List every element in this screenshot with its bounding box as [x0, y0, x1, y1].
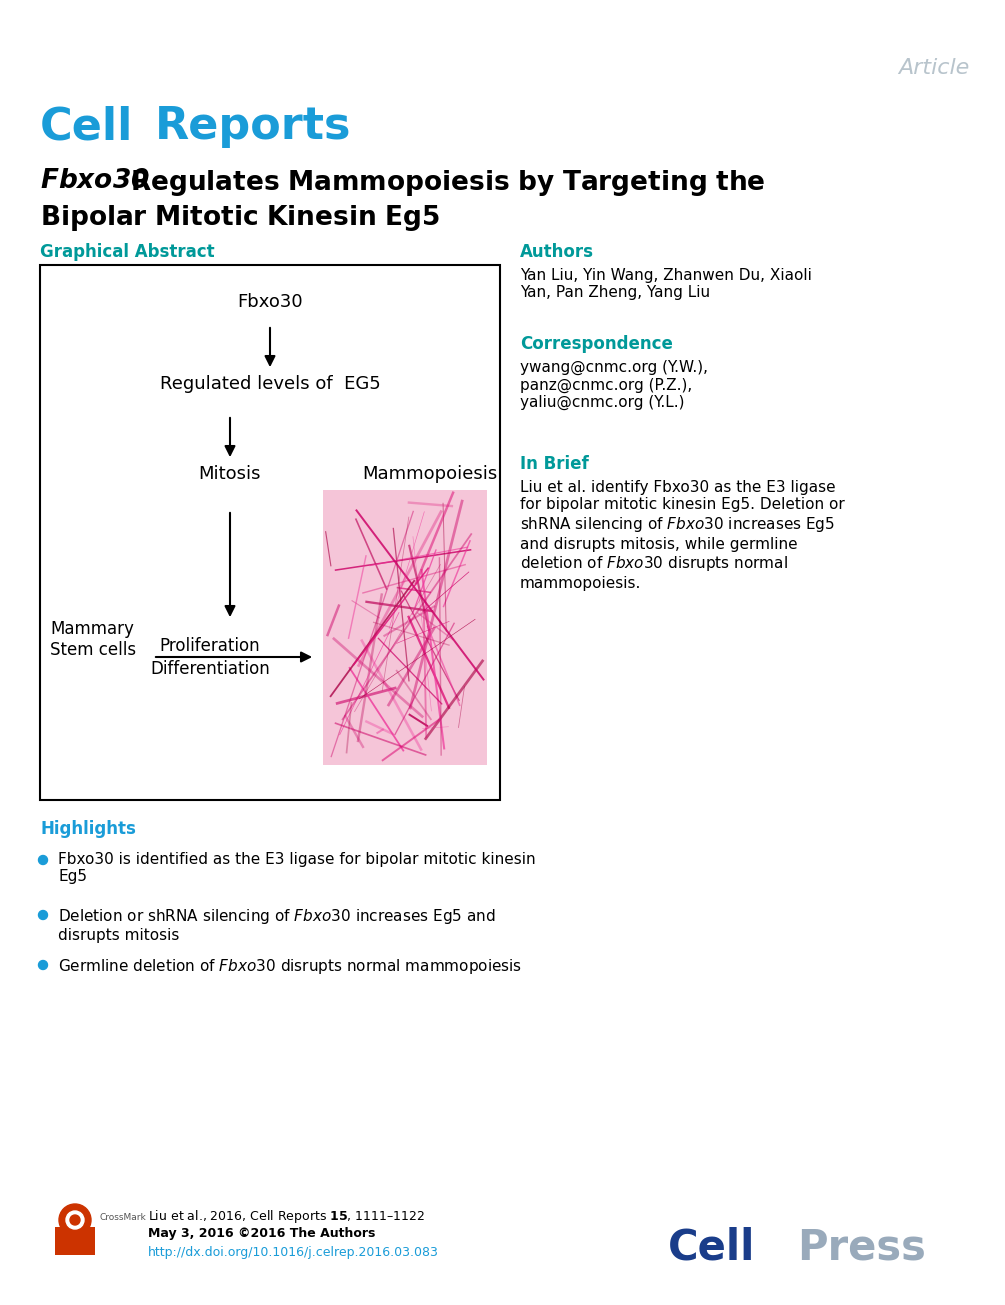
Text: Reports: Reports — [155, 104, 352, 147]
Text: Mammopoiesis: Mammopoiesis — [363, 465, 497, 483]
Bar — [323, 489, 487, 765]
Text: In Brief: In Brief — [520, 455, 589, 472]
Circle shape — [38, 911, 47, 920]
Text: CrossMark: CrossMark — [100, 1214, 147, 1221]
Text: Correspondence: Correspondence — [520, 335, 673, 352]
Text: Authors: Authors — [520, 243, 594, 261]
Text: May 3, 2016 ©2016 The Authors: May 3, 2016 ©2016 The Authors — [148, 1227, 376, 1240]
Text: Fbxo30 is identified as the E3 ligase for bipolar mitotic kinesin
Eg5: Fbxo30 is identified as the E3 ligase fo… — [58, 852, 536, 885]
Text: Article: Article — [898, 57, 970, 78]
Text: $\bf{Bipolar\ Mitotic\ Kinesin\ Eg5}$: $\bf{Bipolar\ Mitotic\ Kinesin\ Eg5}$ — [40, 204, 440, 234]
Circle shape — [38, 856, 47, 864]
Text: Regulated levels of  EG5: Regulated levels of EG5 — [160, 375, 380, 393]
Text: Germline deletion of $\it{Fbxo30}$ disrupts normal mammopoiesis: Germline deletion of $\it{Fbxo30}$ disru… — [58, 957, 522, 976]
Circle shape — [59, 1205, 91, 1236]
Circle shape — [70, 1215, 80, 1225]
Text: Mammary
Stem cells: Mammary Stem cells — [50, 620, 136, 659]
Text: Fbxo30: Fbxo30 — [237, 294, 303, 311]
Text: Mitosis: Mitosis — [199, 465, 261, 483]
Text: Yan Liu, Yin Wang, Zhanwen Du, Xiaoli
Yan, Pan Zheng, Yang Liu: Yan Liu, Yin Wang, Zhanwen Du, Xiaoli Ya… — [520, 268, 812, 300]
Text: Differentiation: Differentiation — [150, 660, 270, 679]
Text: Proliferation: Proliferation — [160, 637, 260, 655]
Text: http://dx.doi.org/10.1016/j.celrep.2016.03.083: http://dx.doi.org/10.1016/j.celrep.2016.… — [148, 1246, 439, 1259]
Text: Highlights: Highlights — [40, 820, 136, 838]
Text: Graphical Abstract: Graphical Abstract — [40, 243, 215, 261]
Bar — [40, 265, 500, 800]
Circle shape — [38, 960, 47, 970]
Bar — [55, 1227, 95, 1255]
Text: Cell: Cell — [668, 1227, 756, 1268]
Text: Press: Press — [797, 1227, 926, 1268]
Text: Deletion or shRNA silencing of $\it{Fbxo30}$ increases Eg5 and
disrupts mitosis: Deletion or shRNA silencing of $\it{Fbxo… — [58, 907, 495, 944]
Circle shape — [66, 1211, 84, 1229]
Text: Cell: Cell — [40, 104, 134, 147]
Text: ywang@cnmc.org (Y.W.),
panz@cnmc.org (P.Z.),
yaliu@cnmc.org (Y.L.): ywang@cnmc.org (Y.W.), panz@cnmc.org (P.… — [520, 360, 708, 410]
Text: Liu et al., 2016, Cell Reports $\bf{15}$, 1111–1122: Liu et al., 2016, Cell Reports $\bf{15}$… — [148, 1208, 425, 1225]
Text: $\bf{Regulates\ Mammopoiesis\ by\ Targeting\ the}$: $\bf{Regulates\ Mammopoiesis\ by\ Target… — [130, 168, 766, 198]
Text: $\bfit{Fbxo30}$: $\bfit{Fbxo30}$ — [40, 168, 150, 194]
Text: Liu et al. identify Fbxo30 as the E3 ligase
for bipolar mitotic kinesin Eg5. Del: Liu et al. identify Fbxo30 as the E3 lig… — [520, 480, 845, 591]
